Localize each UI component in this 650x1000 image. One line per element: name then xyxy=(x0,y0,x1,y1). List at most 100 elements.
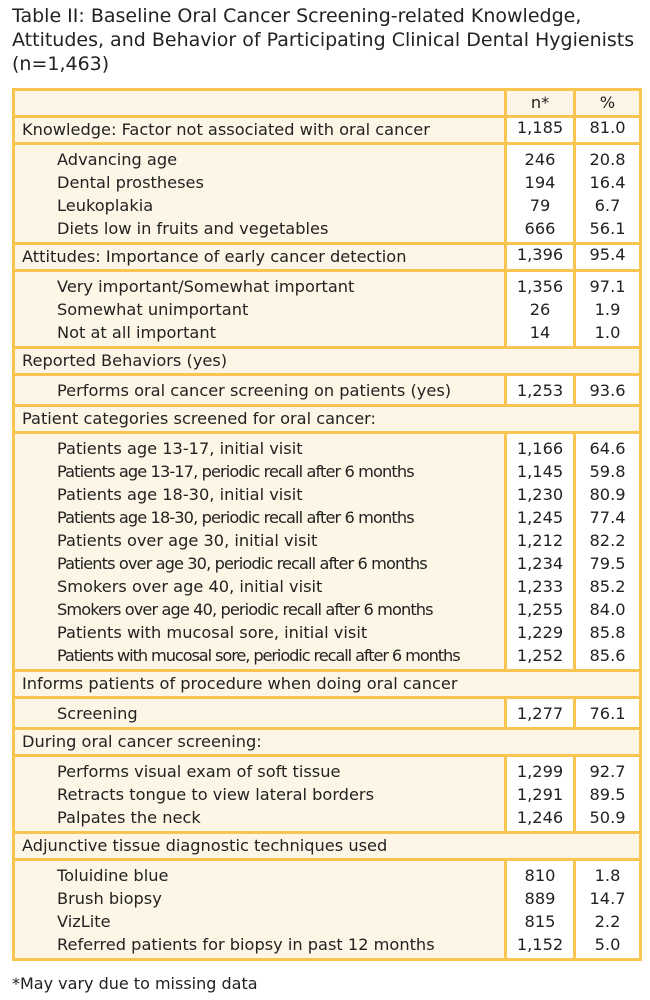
section-header-n: 1,185 xyxy=(504,115,576,145)
row-label: Somewhat unimportant xyxy=(57,300,249,319)
row-pct: 93.6 xyxy=(589,381,626,400)
row-n: 810 xyxy=(524,866,556,885)
row-pct: 84.0 xyxy=(589,600,626,619)
row-labels-cell: Toluidine blue Brush biopsy VizLite Referre… xyxy=(12,858,507,961)
row-pct-cell: 76.1 xyxy=(573,696,642,730)
row-label: Smokers over age 40, initial visit xyxy=(57,577,323,596)
row-labels-cell: Performs oral cancer screening on patien… xyxy=(12,373,507,407)
row-n: 1,253 xyxy=(516,381,564,400)
row-label: Dental prostheses xyxy=(57,173,204,192)
row-n: 889 xyxy=(524,889,556,908)
header-row: n* % xyxy=(12,88,642,118)
row-n: 1,255 xyxy=(516,600,564,619)
row-n-cell: 1,277 xyxy=(504,696,576,730)
row-n: 14 xyxy=(529,323,551,342)
row-label: Very important/Somewhat important xyxy=(57,277,355,296)
row-label: Patients over age 30, initial visit xyxy=(57,531,318,550)
row-labels-cell: Patients age 13-17, initial visit Patient… xyxy=(12,431,507,672)
row-pct: 20.8 xyxy=(589,150,626,169)
section-rows: Toluidine blue Brush biopsy VizLite Referre… xyxy=(12,858,642,961)
row-pct-cell: 20.8 16.4 6.7 56.1 xyxy=(573,142,642,245)
row-n: 1,291 xyxy=(516,785,564,804)
row-pct: 50.9 xyxy=(589,808,626,827)
row-labels-cell: Very important/Somewhat important Somewha… xyxy=(12,269,507,349)
row-n: 1,145 xyxy=(516,462,564,481)
row-pct: 16.4 xyxy=(589,173,626,192)
row-label: Brush biopsy xyxy=(57,889,162,908)
row-pct: 1.0 xyxy=(594,323,621,342)
section-header-row: Adjunctive tissue diagnostic techniques … xyxy=(12,831,642,861)
section-header-row: Attitudes: Importance of early cancer de… xyxy=(12,242,642,272)
row-label: Performs oral cancer screening on patien… xyxy=(57,381,452,400)
row-n: 1,252 xyxy=(516,646,564,665)
header-label-cell xyxy=(12,88,507,118)
section-header-row: Patient categories screened for oral can… xyxy=(12,404,642,434)
section-header-row: Informs patients of procedure when doing… xyxy=(12,669,642,699)
row-label: Retracts tongue to view lateral borders xyxy=(57,785,375,804)
data-table: n* % Knowledge: Factor not associated wi… xyxy=(12,88,642,961)
section-rows: Screening 1,277 76.1 xyxy=(12,696,642,730)
row-label: Patients age 18-30, periodic recall afte… xyxy=(57,508,415,527)
section-header-label: During oral cancer screening: xyxy=(12,727,642,757)
row-label: Patients with mucosal sore, initial visi… xyxy=(57,623,368,642)
row-n: 1,166 xyxy=(516,439,564,458)
section-rows: Performs oral cancer screening on patien… xyxy=(12,373,642,407)
section-header-label: Patient categories screened for oral can… xyxy=(12,404,642,434)
section-header-label: Knowledge: Factor not associated with or… xyxy=(12,115,507,145)
row-pct: 76.1 xyxy=(589,704,626,723)
row-pct: 85.8 xyxy=(589,623,626,642)
section-header-row: Knowledge: Factor not associated with or… xyxy=(12,115,642,145)
row-label: Toluidine blue xyxy=(57,866,169,885)
row-label: VizLite xyxy=(57,912,111,931)
row-label: Patients age 18-30, initial visit xyxy=(57,485,303,504)
row-n: 1,277 xyxy=(516,704,564,723)
header-pct: % xyxy=(573,88,642,118)
row-label: Patients age 13-17, initial visit xyxy=(57,439,303,458)
section-header-pct: 81.0 xyxy=(573,115,642,145)
row-pct: 14.7 xyxy=(589,889,626,908)
section-header-pct: 95.4 xyxy=(573,242,642,272)
row-pct: 2.2 xyxy=(594,912,621,931)
row-pct: 5.0 xyxy=(594,935,621,954)
row-pct: 85.2 xyxy=(589,577,626,596)
row-n-cell: 1,356 26 14 xyxy=(504,269,576,349)
row-n: 1,212 xyxy=(516,531,564,550)
row-n: 26 xyxy=(529,300,551,319)
row-n: 1,245 xyxy=(516,508,564,527)
section-rows: Advancing age Dental prostheses Leukoplaki… xyxy=(12,142,642,245)
row-label: Performs visual exam of soft tissue xyxy=(57,762,341,781)
row-n: 194 xyxy=(524,173,556,192)
row-label: Palpates the neck xyxy=(57,808,201,827)
row-pct: 64.6 xyxy=(589,439,626,458)
row-n-cell: 1,253 xyxy=(504,373,576,407)
row-pct-cell: 92.7 89.5 50.9 xyxy=(573,754,642,834)
row-label: Patients over age 30, periodic recall af… xyxy=(57,554,428,573)
row-labels-cell: Performs visual exam of soft tissue Retra… xyxy=(12,754,507,834)
table-title: Table II: Baseline Oral Cancer Screening… xyxy=(12,5,635,75)
row-n: 815 xyxy=(524,912,556,931)
row-pct: 92.7 xyxy=(589,762,626,781)
row-pct: 97.1 xyxy=(589,277,626,296)
row-pct: 85.6 xyxy=(589,646,626,665)
row-pct-cell: 93.6 xyxy=(573,373,642,407)
row-pct: 80.9 xyxy=(589,485,626,504)
row-n: 1,152 xyxy=(516,935,564,954)
row-labels-cell: Screening xyxy=(12,696,507,730)
row-n: 246 xyxy=(524,150,556,169)
row-n: 1,233 xyxy=(516,577,564,596)
row-n-cell: 810 889 815 1,152 xyxy=(504,858,576,961)
section-header-row: Reported Behaviors (yes) xyxy=(12,346,642,376)
row-n: 1,229 xyxy=(516,623,564,642)
row-pct: 89.5 xyxy=(589,785,626,804)
row-n: 1,299 xyxy=(516,762,564,781)
row-pct: 77.4 xyxy=(589,508,626,527)
row-label: Diets low in fruits and vegetables xyxy=(57,219,329,238)
row-n-cell: 1,299 1,291 1,246 xyxy=(504,754,576,834)
section-rows: Patients age 13-17, initial visit Patient… xyxy=(12,431,642,672)
row-label: Smokers over age 40, periodic recall aft… xyxy=(57,600,434,619)
row-label: Patients age 13-17, periodic recall afte… xyxy=(57,462,415,481)
section-header-row: During oral cancer screening: xyxy=(12,727,642,757)
row-n: 666 xyxy=(524,219,556,238)
section-header-label: Attitudes: Importance of early cancer de… xyxy=(12,242,507,272)
row-label: Screening xyxy=(57,704,138,723)
